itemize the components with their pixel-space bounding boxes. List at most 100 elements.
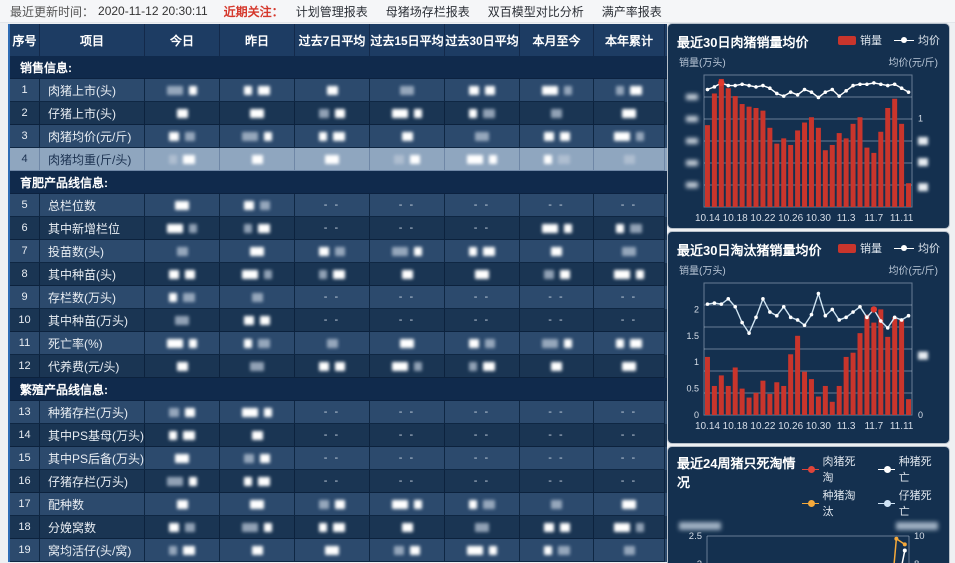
value-redacted [520,125,594,148]
value-redacted [445,516,520,539]
value-redacted [145,424,220,447]
row-number: 4 [10,148,40,171]
report-link-2[interactable]: 双百模型对比分析 [487,4,584,19]
col-header: 本月至今 [520,24,594,56]
table-row[interactable]: 15 其中PS后备(万头) - -- -- -- -- - [10,447,667,470]
row-number: 11 [10,332,40,355]
col-header: 项目 [40,24,145,56]
value-redacted [145,102,220,125]
legend-dot-icon [801,499,819,508]
legend-item: 种猪死亡 [877,453,940,485]
value-redacted [520,355,594,378]
svg-text:2: 2 [694,304,699,314]
table-row[interactable]: 10 其中种苗(万头) - -- -- -- -- - [10,309,667,332]
value-empty: - - [445,217,520,240]
chart-title: 最近24周猪只死淘情况 [677,456,796,490]
col-header: 本年累计 [594,24,665,56]
table-row[interactable]: 18 分娩窝数 [10,516,667,539]
value-redacted [220,309,295,332]
value-empty: - - [520,424,594,447]
svg-text:0: 0 [694,410,699,420]
value-redacted [145,194,220,217]
value-redacted [594,79,665,102]
value-redacted [445,79,520,102]
table-row[interactable]: 2 仔猪上市(头) [10,102,667,125]
value-redacted [445,102,520,125]
legend-label: 肉猪死淘 [822,456,856,484]
value-empty: - - [594,401,665,424]
value-empty: - - [295,447,370,470]
value-empty: - - [445,424,520,447]
value-redacted [145,125,220,148]
value-redacted [220,332,295,355]
table-row[interactable]: 12 代养费(元/头) [10,355,667,378]
value-redacted [594,355,665,378]
value-empty: - - [445,447,520,470]
report-link-0[interactable]: 计划管理报表 [295,4,368,19]
value-redacted [295,102,370,125]
row-label: 其中种苗(头) [40,263,145,286]
value-redacted [445,332,520,355]
row-label: 肉猪均重(斤/头) [40,148,145,171]
table-row[interactable]: 13 种猪存栏(万头) - -- -- -- -- - [10,401,667,424]
value-empty: - - [520,447,594,470]
value-redacted [295,263,370,286]
row-label: 肉猪均价(元/斤) [40,125,145,148]
value-empty: - - [594,286,665,309]
value-redacted [445,148,520,171]
table-row[interactable]: 17 配种数 [10,493,667,516]
chart-svg: 10.14 10.18 10.22 10.26 10.30 11.3 11.7 11.11 2 1… [686,282,928,432]
value-redacted [370,79,445,102]
value-empty: - - [445,194,520,217]
value-redacted [520,263,594,286]
svg-text:1: 1 [694,357,699,367]
table-row[interactable]: 4 肉猪均重(斤/头) [10,148,667,171]
value-redacted [295,516,370,539]
report-link-1[interactable]: 母猪场存栏报表 [385,4,470,19]
value-redacted [145,309,220,332]
table-row[interactable]: 8 其中种苗(头) [10,263,667,286]
chart-svg: 2.510281.56140.5200 [689,531,925,563]
table-row[interactable]: 6 其中新增栏位 - -- -- - [10,217,667,240]
row-number: 10 [10,309,40,332]
svg-text:0: 0 [918,410,923,420]
value-redacted [295,148,370,171]
legend-dot-icon [877,499,895,508]
value-redacted [370,539,445,562]
value-empty: - - [594,470,665,493]
svg-text:10.18: 10.18 [723,213,748,224]
value-redacted [295,539,370,562]
value-redacted [594,240,665,263]
chart-legend: 肉猪死淘 种猪死亡 种猪淘汰 仔猪死亡 [801,453,940,519]
value-redacted [445,539,520,562]
value-redacted [370,493,445,516]
value-redacted [445,355,520,378]
table-row[interactable]: 7 投苗数(头) [10,240,667,263]
legend-dot-icon [877,465,895,474]
svg-text:10.14: 10.14 [695,421,720,432]
report-link-3[interactable]: 满产率报表 [601,4,662,19]
value-redacted [220,470,295,493]
value-redacted [370,263,445,286]
table-row[interactable]: 11 死亡率(%) [10,332,667,355]
chart-card-cull-sales: 最近30日淘汰猪销量均价 销量 均价 销量(万头) 均价(元/斤) 10.14 1… [668,232,949,443]
col-header: 过去30日平均 [445,24,520,56]
table-row[interactable]: 5 总栏位数 - -- -- -- -- - [10,194,667,217]
value-empty: - - [370,194,445,217]
table-row[interactable]: 14 其中PS基母(万头) - -- -- -- -- - [10,424,667,447]
chart-legend: 销量 均价 [838,240,940,256]
value-empty: - - [594,309,665,332]
table-row[interactable]: 9 存栏数(万头) - -- -- -- -- - [10,286,667,309]
svg-text:10.22: 10.22 [750,213,775,224]
table-row[interactable]: 16 仔猪存栏(万头) - -- -- -- -- - [10,470,667,493]
y-right-label: 均价(元/斤) [888,266,938,277]
table-row[interactable]: 3 肉猪均价(元/斤) [10,125,667,148]
legend-dot-icon [801,465,819,474]
value-redacted [220,102,295,125]
svg-text:2.5: 2.5 [689,531,702,542]
value-empty: - - [370,470,445,493]
table-row[interactable]: 1 肉猪上市(头) [10,79,667,102]
table-row[interactable]: 19 窝均活仔(头/窝) [10,539,667,562]
value-empty: - - [445,309,520,332]
col-header: 昨日 [220,24,295,56]
